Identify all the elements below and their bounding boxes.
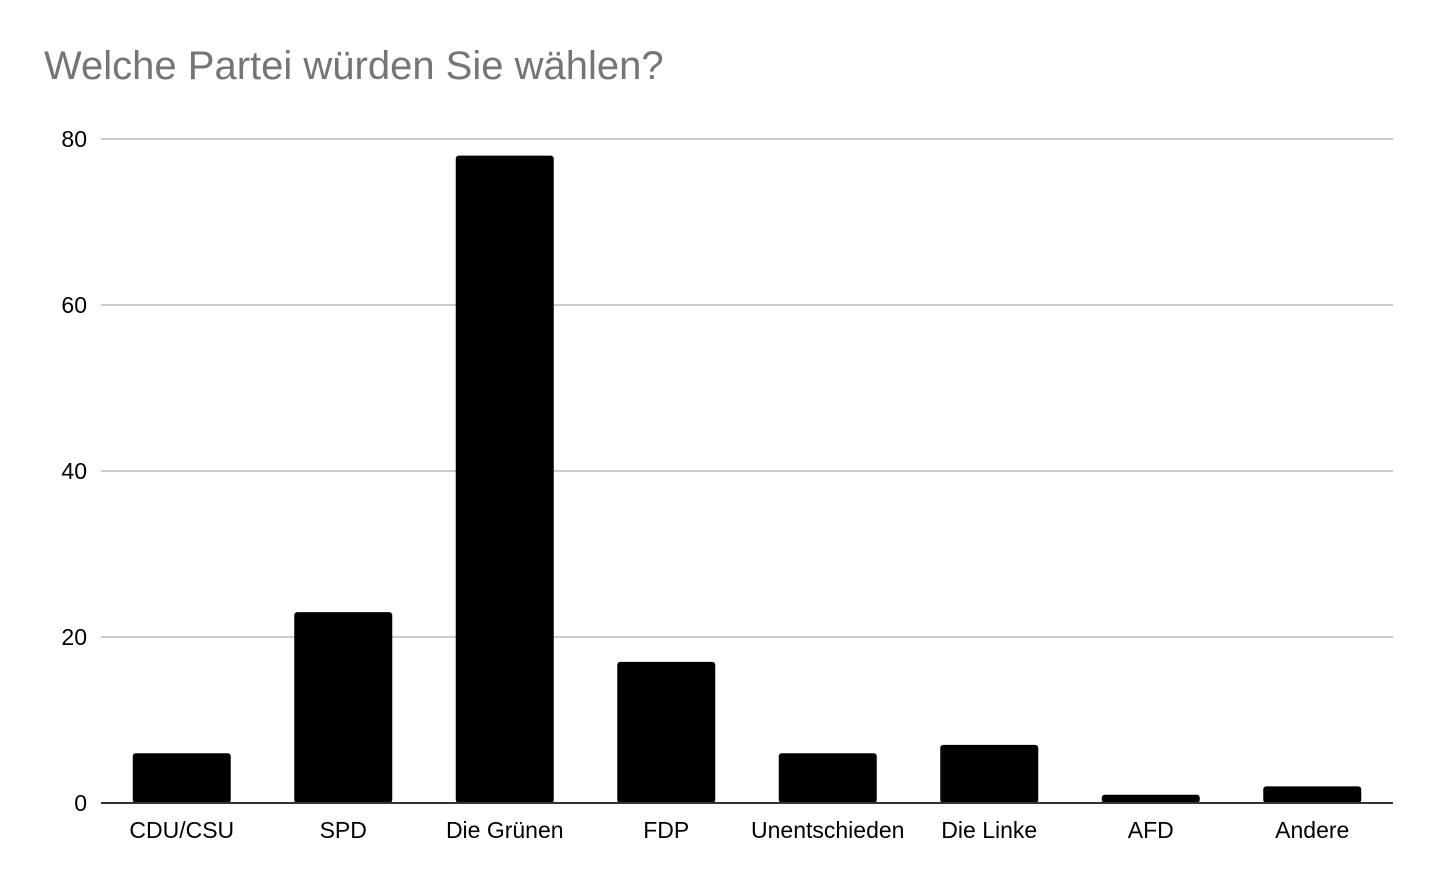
x-tick-label: SPD (320, 817, 367, 843)
y-tick-label: 0 (74, 790, 87, 816)
bar (132, 753, 231, 803)
x-axis-ticks: CDU/CSU SPD Die Grünen FDP Unentschieden Die … (129, 817, 1349, 843)
x-tick-label: Andere (1275, 817, 1349, 843)
y-tick-label: 20 (61, 624, 87, 650)
x-tick-label: Unentschieden (751, 817, 904, 843)
y-tick-label: 40 (61, 458, 87, 484)
bar (778, 753, 877, 803)
y-tick-label: 60 (61, 292, 87, 318)
chart-title: Welche Partei würden Sie wählen? (44, 44, 664, 88)
bar (1101, 794, 1200, 803)
y-tick-label: 80 (61, 126, 87, 152)
bars (132, 155, 1362, 804)
x-tick-label: AFD (1128, 817, 1174, 843)
bar (940, 744, 1039, 803)
x-tick-label: Die Grünen (446, 817, 564, 843)
x-tick-label: Die Linke (941, 817, 1037, 843)
grid-lines (101, 138, 1393, 638)
bar (1263, 786, 1362, 803)
x-tick-label: FDP (643, 817, 689, 843)
x-tick-label: CDU/CSU (129, 817, 234, 843)
bar (455, 155, 554, 804)
y-axis-ticks: 0 20 40 60 80 (61, 126, 87, 816)
bar (294, 612, 393, 803)
bar (617, 661, 716, 803)
